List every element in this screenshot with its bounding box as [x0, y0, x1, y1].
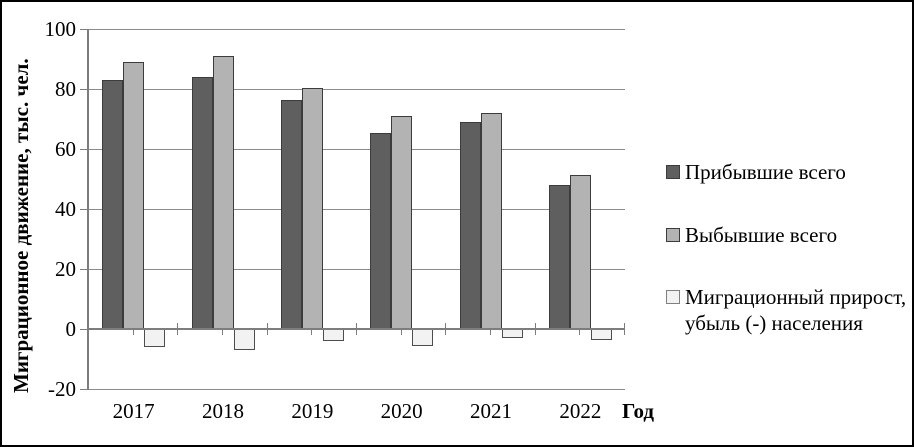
- x-axis-tick-label: 2022: [559, 399, 602, 423]
- x-axis-tick-label: 2018: [201, 399, 244, 423]
- bar-прибывшие-2018: [191, 77, 213, 329]
- gridline: [89, 149, 625, 150]
- legend-marker-icon: [666, 165, 680, 179]
- y-axis-tick-label: -20: [48, 377, 76, 401]
- y-axis-tick: [80, 329, 89, 330]
- gridline: [89, 209, 625, 210]
- y-axis-tick: [80, 269, 89, 270]
- y-axis-tick-label: 100: [44, 17, 77, 41]
- bar-прибывшие-2017: [102, 80, 124, 329]
- y-axis-tick: [80, 389, 89, 390]
- gridline: [89, 269, 625, 270]
- legend-label-line: Выбывшие всего: [685, 222, 838, 247]
- y-axis-tick: [80, 149, 89, 150]
- y-axis-tick-label: 20: [55, 257, 76, 281]
- bar-прибывшие-2021: [459, 122, 481, 329]
- y-axis-tick: [80, 29, 89, 30]
- y-axis-tick: [80, 89, 89, 90]
- bar-миграционный-2020: [412, 329, 434, 346]
- legend-item: Выбывшие всего: [666, 222, 837, 248]
- gridline: [89, 389, 625, 390]
- bar-выбывшие-2019: [301, 87, 323, 329]
- legend-label-line: Миграционный прирост,: [685, 285, 907, 309]
- gridline: [89, 29, 625, 30]
- legend-label: Прибывшие всего: [685, 159, 846, 185]
- gridline: [89, 89, 625, 90]
- bar-миграционный-2019: [322, 329, 344, 341]
- bar-миграционный-2018: [233, 329, 255, 350]
- y-axis-line: [87, 29, 89, 390]
- bar-выбывшие-2017: [123, 62, 145, 329]
- bar-прибывшие-2019: [280, 99, 302, 329]
- bar-выбывшие-2021: [480, 113, 502, 329]
- legend-label-line: Прибывшие всего: [685, 160, 846, 184]
- x-axis-tick-label: 2019: [291, 399, 334, 423]
- y-axis-tick-label: 80: [55, 77, 76, 101]
- y-axis-tick: [80, 209, 89, 210]
- bar-миграционный-2022: [590, 329, 612, 340]
- y-axis-tick-label: 40: [55, 197, 76, 221]
- legend: Прибывшие всего Выбывшие всего Миграционны…: [666, 2, 912, 445]
- bar-выбывшие-2018: [212, 56, 234, 329]
- legend-marker-icon: [666, 290, 680, 304]
- bar-прибывшие-2022: [548, 185, 570, 329]
- legend-item: Миграционный прирост, убыль (-) населения: [666, 284, 906, 336]
- y-axis-tick-label: 60: [55, 137, 76, 161]
- bar-прибывшие-2020: [370, 132, 392, 329]
- bar-миграционный-2021: [501, 329, 523, 338]
- x-axis-zero-line: [89, 328, 625, 330]
- legend-label: Миграционный прирост, убыль (-) населения: [685, 284, 906, 336]
- plot-area: [80, 29, 625, 390]
- legend-item: Прибывшие всего: [666, 159, 846, 185]
- bar-миграционный-2017: [144, 329, 166, 347]
- legend-marker-icon: [666, 227, 680, 242]
- x-axis-title: Год: [622, 399, 655, 423]
- legend-label: Выбывшие всего: [685, 222, 837, 248]
- legend-label-line: убыль (-) населения: [685, 311, 863, 335]
- x-axis-tick-label: 2017: [112, 399, 155, 423]
- bar-выбывшие-2022: [569, 174, 591, 329]
- bar-выбывшие-2020: [391, 116, 413, 329]
- x-axis-tick-label: 2021: [469, 399, 512, 423]
- y-axis-tick-label: 0: [65, 317, 77, 341]
- x-axis-tick-label: 2020: [380, 399, 423, 423]
